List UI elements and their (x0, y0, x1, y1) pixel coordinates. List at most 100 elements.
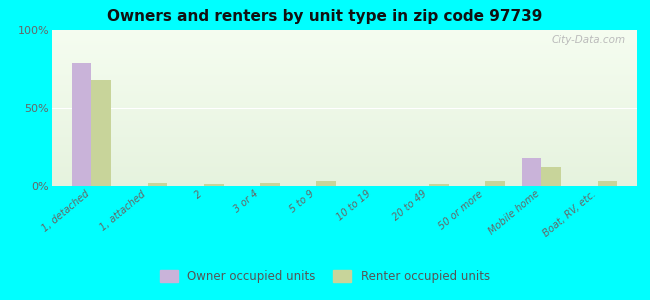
Bar (92, 80, 111, 186)
Bar (52, 31, 637, 32)
Bar (52, 169, 637, 170)
Bar (52, 160, 637, 161)
Bar (52, 121, 637, 122)
Bar (52, 140, 637, 141)
Bar (52, 113, 637, 114)
Bar (52, 57, 637, 58)
Bar (52, 185, 637, 186)
Bar (52, 115, 637, 116)
Bar (52, 149, 637, 150)
Bar (52, 38, 637, 39)
Bar (52, 33, 637, 34)
Bar (52, 156, 637, 157)
Bar (52, 81, 637, 82)
Bar (52, 112, 637, 113)
Bar (52, 71, 637, 72)
Bar (52, 73, 637, 74)
Bar (52, 120, 637, 121)
Bar (52, 119, 637, 120)
Bar (52, 184, 637, 185)
Bar (52, 53, 637, 54)
Bar (52, 92, 637, 93)
Bar (52, 35, 637, 36)
Bar (52, 89, 637, 90)
Bar (52, 123, 637, 124)
Bar (52, 83, 637, 84)
Bar (148, 183, 167, 186)
Bar (52, 96, 637, 97)
Bar (52, 93, 637, 94)
Bar (52, 133, 637, 134)
Bar (52, 84, 637, 85)
Bar (52, 43, 637, 44)
Bar (52, 32, 637, 33)
Bar (52, 59, 637, 60)
Bar (52, 164, 637, 165)
Bar (52, 67, 637, 68)
Bar (52, 44, 637, 45)
Bar (52, 69, 637, 70)
Bar (52, 41, 637, 42)
Bar (52, 34, 637, 35)
Bar (52, 42, 637, 43)
Bar (52, 171, 637, 172)
Bar (52, 157, 637, 158)
Bar (52, 90, 637, 91)
Bar (52, 152, 637, 153)
Bar (52, 56, 637, 57)
Bar (52, 181, 637, 182)
Bar (52, 64, 637, 65)
Bar (52, 134, 637, 135)
Bar (52, 158, 637, 159)
Bar (52, 145, 637, 146)
Bar (52, 132, 637, 133)
Bar (52, 66, 637, 67)
Bar (52, 129, 637, 130)
Bar (52, 175, 637, 176)
Bar (52, 36, 637, 37)
Bar (429, 184, 448, 186)
Bar (52, 85, 637, 86)
Bar (52, 61, 637, 62)
Bar (52, 54, 637, 55)
Bar (52, 48, 637, 49)
Bar (52, 72, 637, 73)
Bar (52, 39, 637, 40)
Bar (52, 95, 637, 96)
Bar (52, 125, 637, 126)
Text: City-Data.com: City-Data.com (551, 35, 625, 45)
Bar (52, 97, 637, 98)
Bar (52, 179, 637, 180)
Bar (52, 103, 637, 104)
Bar (597, 181, 618, 186)
Bar (52, 86, 637, 87)
Bar (52, 168, 637, 169)
Bar (52, 108, 637, 109)
Bar (52, 74, 637, 75)
Bar (52, 150, 637, 151)
Bar (52, 30, 637, 31)
Bar (52, 52, 637, 53)
Bar (52, 65, 637, 66)
Bar (52, 87, 637, 88)
Bar (52, 62, 637, 63)
Bar (52, 70, 637, 71)
Bar (52, 63, 637, 64)
Bar (52, 104, 637, 105)
Bar (52, 58, 637, 59)
Bar (52, 165, 637, 166)
Bar (52, 177, 637, 178)
Bar (52, 88, 637, 89)
Bar (52, 131, 637, 132)
Bar (52, 46, 637, 47)
Bar (52, 147, 637, 148)
Bar (52, 47, 637, 48)
Bar (52, 98, 637, 99)
Bar (52, 182, 637, 183)
Bar (52, 141, 637, 142)
Bar (52, 155, 637, 156)
Text: Owners and renters by unit type in zip code 97739: Owners and renters by unit type in zip c… (107, 9, 543, 24)
Bar (52, 111, 637, 112)
Bar (52, 55, 637, 56)
Bar (52, 153, 637, 154)
